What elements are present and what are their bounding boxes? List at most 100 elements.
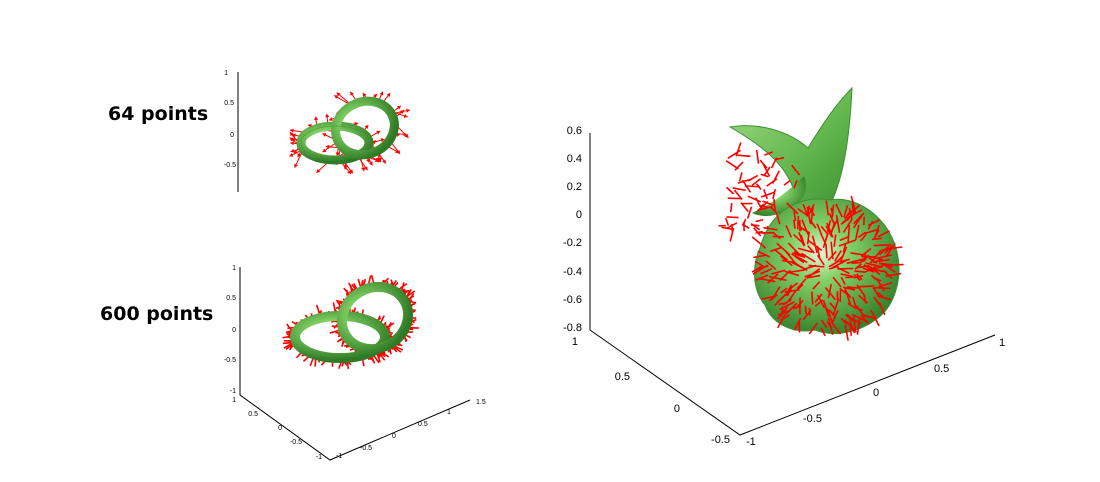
- normal-vector: [760, 205, 773, 211]
- normal-vector: [784, 302, 798, 316]
- normal-vector: [864, 228, 878, 235]
- normal-vector: [751, 236, 767, 249]
- normal-vector: [741, 223, 750, 230]
- normal-vector: [755, 149, 760, 164]
- normal-vector: [857, 231, 867, 239]
- z-tick: 0: [232, 327, 236, 334]
- z-tick: -0.2: [563, 237, 582, 249]
- normal-arrowhead: [373, 94, 378, 98]
- normal-vector: [872, 237, 883, 241]
- normal-vector: [872, 265, 884, 271]
- normal-vector: [780, 306, 784, 317]
- normal-vector: [811, 235, 818, 254]
- normal-vector: [865, 262, 883, 268]
- x-tick: 1: [999, 337, 1005, 349]
- normal-vector: [868, 257, 878, 264]
- normal-vector: [793, 211, 797, 221]
- normal-vector: [862, 254, 870, 263]
- normal-vector: [840, 273, 854, 278]
- normal-vector: [854, 306, 864, 312]
- normal-vector: [847, 225, 851, 242]
- normal-vector: [753, 227, 762, 237]
- normal-vector: [755, 183, 762, 190]
- normal-vector: [855, 273, 863, 281]
- normal-arrowhead: [403, 132, 408, 137]
- normal-vector: [854, 224, 860, 240]
- normal-arrowhead: [322, 148, 327, 153]
- normal-vector: [829, 302, 836, 310]
- normal-arrowhead: [380, 138, 385, 143]
- normal-vector: [734, 161, 744, 171]
- normal-vector: [834, 250, 842, 262]
- normal-vector: [751, 265, 762, 273]
- normal-vector: [810, 206, 814, 225]
- z-tick: 1: [232, 265, 236, 272]
- normal-vector: [820, 327, 826, 337]
- normal-vector: [806, 231, 810, 245]
- normal-vector: [778, 302, 787, 306]
- normal-vector: [784, 284, 793, 297]
- normal-arrowhead: [386, 93, 391, 98]
- normal-vector: [763, 151, 774, 156]
- normal-vectors-right-back: [718, 142, 801, 245]
- normal-vector: [831, 260, 847, 269]
- normal-vector: [771, 170, 780, 184]
- normal-vector: [787, 282, 799, 291]
- z-tick: 0: [230, 132, 234, 139]
- normal-vector: [844, 287, 852, 305]
- normal-vector: [760, 268, 773, 275]
- normal-vector: [807, 274, 821, 279]
- x-tick: 1.5: [476, 399, 486, 406]
- normal-vector: [877, 281, 885, 292]
- z-tick: -0.5: [224, 357, 236, 364]
- z-tick: 0: [576, 209, 582, 221]
- normal-arrowhead: [396, 105, 401, 110]
- normal-vector: [804, 305, 807, 315]
- normal-arrowhead: [368, 161, 373, 166]
- normal-vector: [794, 255, 805, 264]
- normal-vector: [873, 244, 892, 247]
- normal-vector: [843, 205, 849, 218]
- normal-vector: [758, 277, 776, 283]
- normal-vector: [872, 287, 881, 299]
- normal-vector: [835, 255, 844, 264]
- normal-vector: [750, 222, 761, 231]
- normal-vector: [844, 325, 849, 341]
- torus-knot-surface-bottom: [290, 281, 414, 363]
- normal-vector: [762, 164, 771, 177]
- normal-vector: [735, 142, 742, 157]
- normal-vector: [816, 223, 822, 235]
- normal-vector: [860, 248, 872, 257]
- normal-vector: [851, 202, 855, 216]
- normal-vector: [740, 202, 749, 213]
- normal-vector: [747, 195, 762, 203]
- normal-vector: [825, 200, 830, 216]
- normal-vector: [838, 239, 856, 247]
- normal-vector: [881, 263, 893, 268]
- normal-vector: [791, 164, 801, 176]
- normal-vector: [826, 307, 833, 322]
- normal-vector: [725, 186, 735, 195]
- normal-vector: [822, 299, 830, 317]
- normal-vector: [776, 314, 786, 329]
- normal-vector: [833, 234, 837, 247]
- normal-vector: [873, 286, 891, 290]
- normal-vector: [814, 299, 824, 307]
- normal-arrowhead: [379, 91, 384, 96]
- normal-vector: [841, 212, 856, 224]
- normal-arrowhead: [364, 125, 369, 130]
- y-tick: 0.5: [615, 371, 630, 383]
- y-tick: 1: [232, 397, 236, 404]
- normal-arrowhead: [328, 117, 333, 121]
- normal-vector: [885, 243, 896, 258]
- normal-vector: [831, 322, 842, 335]
- label-64-points: 64 points: [108, 103, 209, 125]
- x-tick: 1: [447, 409, 451, 416]
- normal-arrowhead: [314, 116, 319, 121]
- normal-arrowhead: [297, 153, 302, 158]
- normal-vector: [820, 225, 829, 236]
- normal-vector: [878, 258, 891, 263]
- x-tick: 0: [392, 433, 396, 440]
- normal-vector: [808, 203, 815, 215]
